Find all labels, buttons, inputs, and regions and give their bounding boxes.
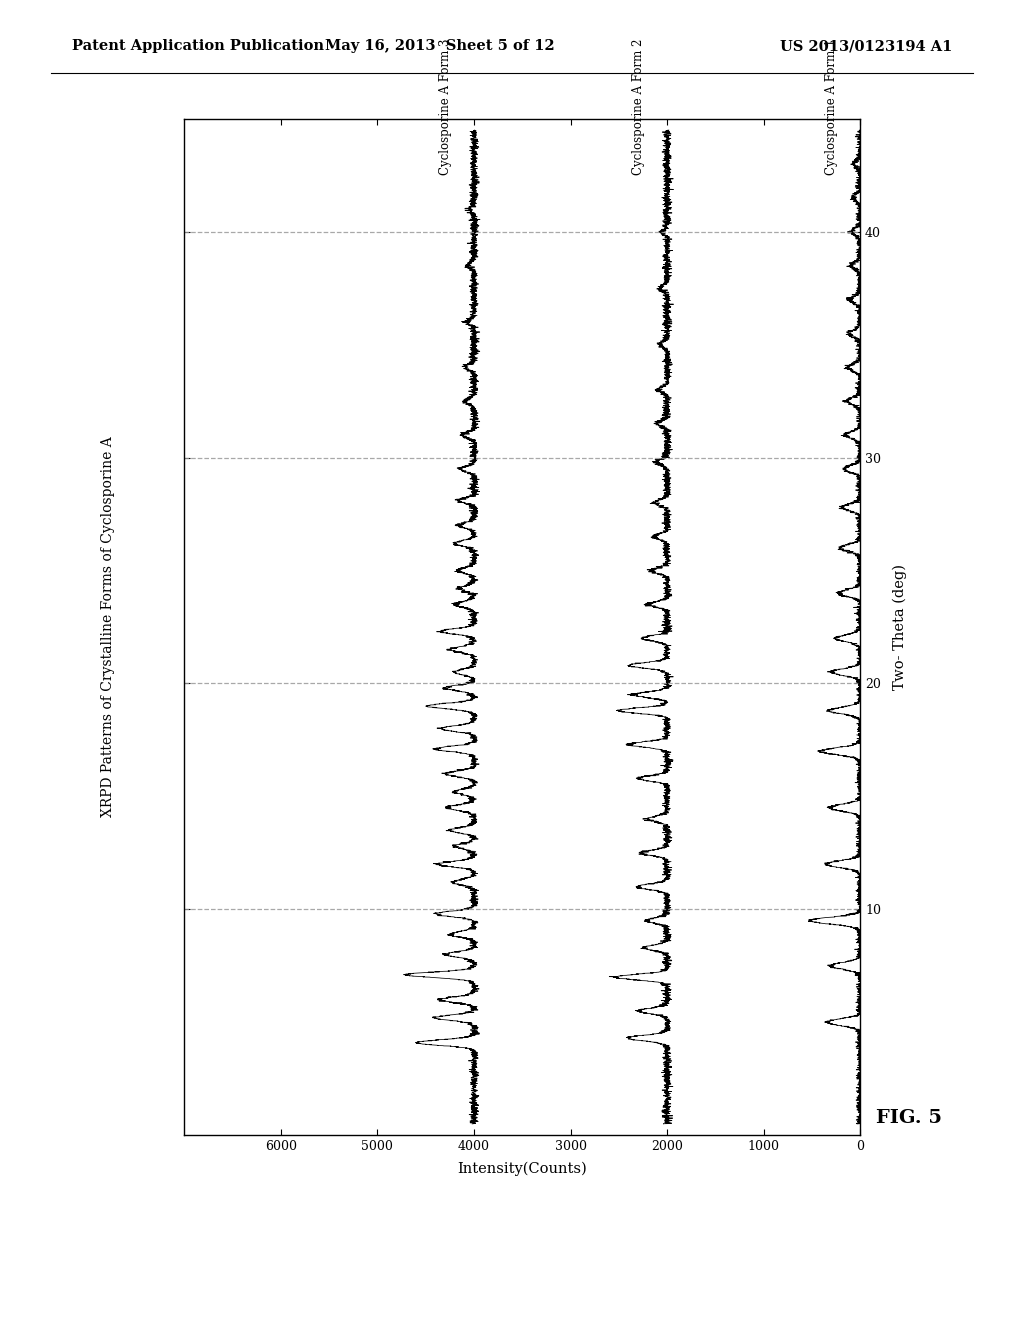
Text: Cyclosporine A Form 2: Cyclosporine A Form 2 <box>632 38 644 176</box>
Text: US 2013/0123194 A1: US 2013/0123194 A1 <box>780 40 952 53</box>
X-axis label: Intensity(Counts): Intensity(Counts) <box>458 1162 587 1176</box>
Text: Cyclosporine A Form 3: Cyclosporine A Form 3 <box>438 38 452 176</box>
Text: May 16, 2013  Sheet 5 of 12: May 16, 2013 Sheet 5 of 12 <box>326 40 555 53</box>
Text: Patent Application Publication: Patent Application Publication <box>72 40 324 53</box>
Text: Cyclosporine A Form 1: Cyclosporine A Form 1 <box>824 38 838 176</box>
Text: FIG. 5: FIG. 5 <box>876 1109 941 1127</box>
Y-axis label: Two- Theta (deg): Two- Theta (deg) <box>892 564 906 690</box>
Text: XRPD Patterns of Crystalline Forms of Cyclosporine A: XRPD Patterns of Crystalline Forms of Cy… <box>100 437 115 817</box>
